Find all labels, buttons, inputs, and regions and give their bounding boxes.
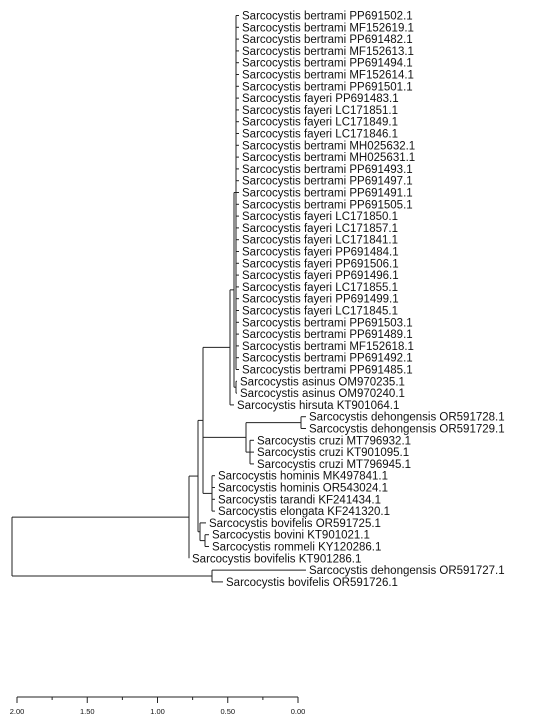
leaf-label: Sarcocystis fayeri LC171857.1 <box>242 223 398 235</box>
leaf-label: Sarcocystis bertrami MH025631.1 <box>242 152 415 164</box>
leaf-label: Sarcocystis cruzi MT796932.1 <box>257 435 411 447</box>
leaf-label: Sarcocystis elongata KF241320.1 <box>218 506 390 518</box>
leaf-label: Sarcocystis bertrami MH025632.1 <box>242 140 415 152</box>
tree-branches <box>11 15 306 583</box>
leaf-label: Sarcocystis fayeri PP691506.1 <box>242 258 399 270</box>
leaf-label: Sarcocystis fayeri PP691496.1 <box>242 270 399 282</box>
leaf-label: Sarcocystis bertrami MF152614.1 <box>242 70 414 82</box>
leaf-label: Sarcocystis fayeri PP691484.1 <box>242 247 399 259</box>
leaf-label: Sarcocystis fayeri LC171845.1 <box>242 306 398 318</box>
leaf-label: Sarcocystis fayeri LC171855.1 <box>242 282 398 294</box>
leaf-label: Sarcocystis bertrami PP691503.1 <box>242 317 413 329</box>
leaf-label: Sarcocystis bertrami MF152619.1 <box>242 22 414 34</box>
axis-tick-label: 1.00 <box>150 707 165 716</box>
leaf-label: Sarcocystis bertrami PP691502.1 <box>242 11 413 23</box>
leaf-label: Sarcocystis hirsuta KT901064.1 <box>237 400 399 412</box>
leaf-label: Sarcocystis bertrami PP691485.1 <box>242 365 413 377</box>
leaf-label: Sarcocystis dehongensis OR591728.1 <box>309 412 505 424</box>
axis-tick-label: 0.00 <box>291 707 306 716</box>
leaf-label: Sarcocystis hominis MK497841.1 <box>218 471 388 483</box>
leaf-label: Sarcocystis bertrami MF152618.1 <box>242 341 414 353</box>
leaf-label: Sarcocystis fayeri PP691499.1 <box>242 294 399 306</box>
leaf-label: Sarcocystis bertrami PP691491.1 <box>242 188 413 200</box>
leaf-label: Sarcocystis bovifelis OR591726.1 <box>226 577 398 589</box>
axis-tick-label: 0.50 <box>220 707 235 716</box>
leaf-label: Sarcocystis bovini KT901021.1 <box>212 530 370 542</box>
axis-ticks: 2.00 1.50 1.00 0.50 0.00 <box>10 697 306 716</box>
leaf-label: Sarcocystis bovifelis KT901286.1 <box>192 553 361 565</box>
leaf-label: Sarcocystis bertrami PP691505.1 <box>242 199 413 211</box>
leaf-label: Sarcocystis cruzi MT796945.1 <box>257 459 411 471</box>
leaf-label: Sarcocystis bertrami PP691497.1 <box>242 176 413 188</box>
leaf-label: Sarcocystis fayeri LC171851.1 <box>242 105 398 117</box>
leaf-label: Sarcocystis fayeri PP691483.1 <box>242 93 399 105</box>
axis-tick-label: 2.00 <box>10 707 25 716</box>
leaf-label: Sarcocystis bertrami PP691489.1 <box>242 329 413 341</box>
scale-axis: 2.00 1.50 1.00 0.50 0.00 <box>10 696 306 716</box>
leaf-labels: Sarcocystis bertrami PP691502.1Sarcocyst… <box>192 11 505 589</box>
leaf-label: Sarcocystis tarandi KF241434.1 <box>218 494 381 506</box>
leaf-label: Sarcocystis hominis OR543024.1 <box>218 483 388 495</box>
leaf-label: Sarcocystis fayeri LC171846.1 <box>242 129 398 141</box>
leaf-label: Sarcocystis dehongensis OR591729.1 <box>309 424 505 436</box>
leaf-label: Sarcocystis fayeri LC171841.1 <box>242 235 398 247</box>
leaf-label: Sarcocystis fayeri LC171849.1 <box>242 117 398 129</box>
leaf-label: Sarcocystis bertrami PP691493.1 <box>242 164 413 176</box>
leaf-label: Sarcocystis bertrami PP691492.1 <box>242 353 413 365</box>
axis-tick-label: 1.50 <box>80 707 95 716</box>
leaf-label: Sarcocystis bovifelis OR591725.1 <box>209 518 381 530</box>
leaf-label: Sarcocystis fayeri LC171850.1 <box>242 211 398 223</box>
leaf-label: Sarcocystis bertrami MF152613.1 <box>242 46 414 58</box>
leaf-label: Sarcocystis bertrami PP691482.1 <box>242 34 413 46</box>
leaf-label: Sarcocystis asinus OM970235.1 <box>240 376 405 388</box>
leaf-label: Sarcocystis bertrami PP691501.1 <box>242 81 413 93</box>
leaf-label: Sarcocystis dehongensis OR591727.1 <box>309 565 505 577</box>
leaf-label: Sarcocystis rommeli KY120286.1 <box>212 542 381 554</box>
leaf-label: Sarcocystis bertrami PP691494.1 <box>242 58 413 70</box>
leaf-label: Sarcocystis asinus OM970240.1 <box>240 388 405 400</box>
leaf-label: Sarcocystis cruzi KT901095.1 <box>257 447 409 459</box>
